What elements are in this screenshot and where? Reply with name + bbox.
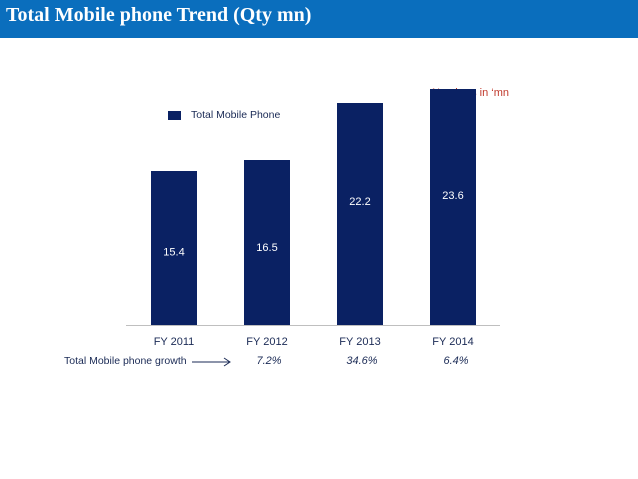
- growth-row-label: Total Mobile phone growth: [64, 355, 187, 367]
- legend-swatch: [168, 110, 181, 120]
- bar-fy-2014: [430, 89, 476, 325]
- x-tick-label: FY 2014: [432, 336, 473, 348]
- bar-fy-2013: [337, 103, 383, 325]
- data-label: 15.4: [163, 247, 184, 259]
- growth-value-fy2013: 34.6%: [346, 355, 378, 367]
- data-label: 16.5: [256, 242, 277, 254]
- legend-label: Total Mobile Phone: [191, 109, 281, 121]
- x-tick-label: FY 2013: [339, 336, 380, 348]
- title-bar: Total Mobile phone Trend (Qty mn): [0, 0, 638, 38]
- growth-value-fy2014: 6.4%: [443, 355, 469, 367]
- right-arrow-icon: [192, 357, 231, 367]
- page-title: Total Mobile phone Trend (Qty mn): [6, 4, 312, 26]
- data-label: 22.2: [349, 196, 370, 208]
- x-tick-label: FY 2012: [246, 336, 287, 348]
- data-label: 23.6: [442, 190, 463, 202]
- growth-value-fy2012: 7.2%: [256, 355, 282, 367]
- chart-legend: Total Mobile Phone: [168, 109, 280, 121]
- x-tick-label: FY 2011: [154, 336, 195, 348]
- bar-fy-2012: [244, 160, 290, 325]
- bar-fy-2011: [151, 171, 197, 325]
